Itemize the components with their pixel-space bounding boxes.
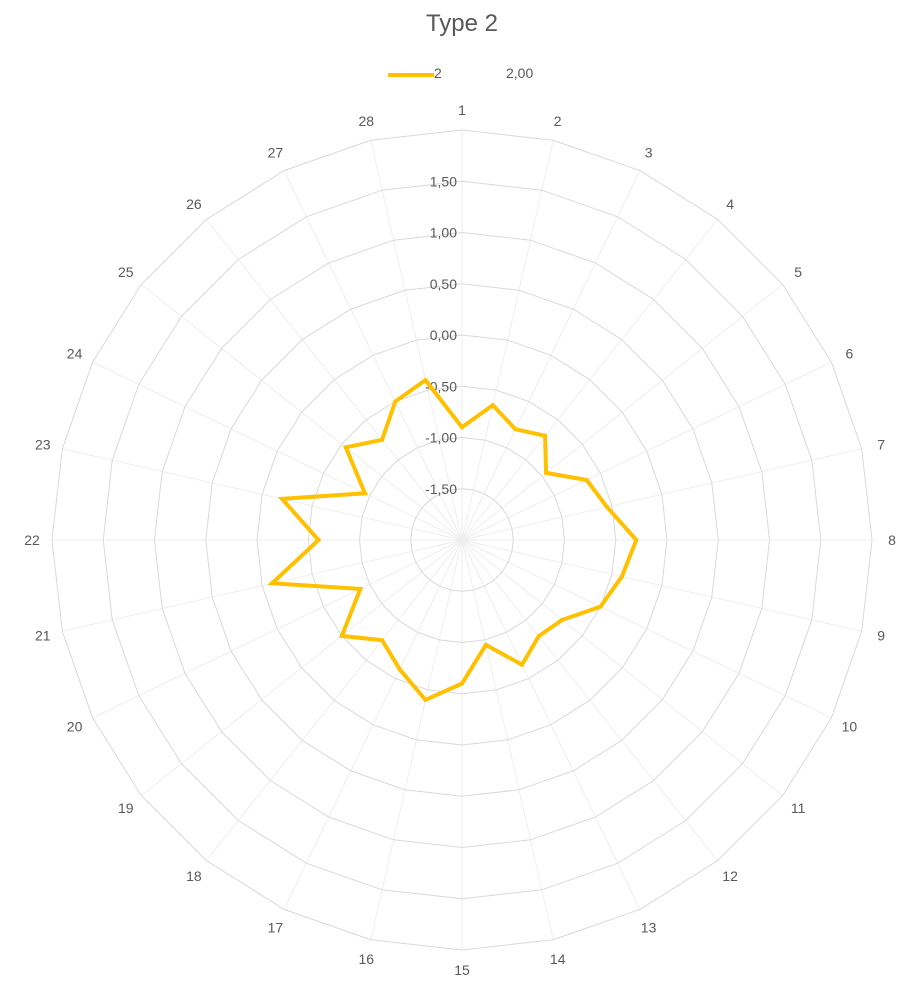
category-label: 16 — [359, 951, 375, 967]
category-label: 12 — [722, 868, 738, 884]
grid-ring — [410, 488, 514, 592]
category-label: 1 — [458, 102, 466, 118]
grid-ring — [205, 283, 719, 797]
category-label: 27 — [268, 145, 284, 161]
category-label: 17 — [268, 919, 284, 935]
category-label: 21 — [35, 628, 51, 644]
data-point — [634, 538, 639, 542]
category-label: 15 — [454, 962, 470, 978]
data-point — [490, 403, 495, 408]
category-label: 5 — [794, 264, 802, 280]
category-label: 7 — [877, 436, 885, 452]
category-label: 20 — [67, 719, 83, 735]
data-point — [460, 681, 464, 686]
data-point — [520, 662, 524, 667]
grid-ring — [153, 231, 771, 849]
r-tick-label: 0,00 — [430, 327, 457, 343]
r-tick-label: -1,00 — [425, 430, 457, 446]
category-label: 25 — [118, 264, 134, 280]
category-label: 6 — [846, 345, 854, 361]
data-point — [397, 667, 402, 672]
data-point — [536, 634, 541, 639]
category-label: 26 — [186, 196, 202, 212]
category-label: 24 — [67, 345, 83, 361]
category-label: 23 — [35, 436, 51, 452]
category-label: 10 — [842, 719, 858, 735]
data-point — [343, 445, 348, 450]
grid-ring — [256, 334, 668, 746]
legend-series-label: 2 — [434, 65, 442, 81]
category-label: 22 — [24, 532, 40, 548]
category-label: 9 — [877, 628, 885, 644]
data-point — [358, 586, 363, 591]
category-label: 14 — [550, 951, 566, 967]
category-label: 4 — [726, 196, 734, 212]
r-tick-label: 0,50 — [430, 276, 457, 292]
category-label: 28 — [359, 113, 375, 129]
data-point — [423, 697, 428, 702]
data-point — [380, 638, 385, 643]
legend-swatch — [388, 73, 434, 77]
data-point — [513, 427, 518, 432]
r-tick-label: 1,00 — [430, 225, 457, 241]
category-label: 11 — [791, 800, 806, 816]
data-point — [280, 496, 285, 501]
data-point — [270, 581, 275, 586]
category-label: 8 — [888, 532, 896, 548]
category-label: 18 — [186, 868, 202, 884]
grid-ring — [102, 180, 822, 900]
category-label: 19 — [118, 800, 134, 816]
data-point — [584, 478, 589, 482]
grid-ring — [307, 385, 617, 695]
data-point — [560, 617, 565, 622]
data-point — [363, 491, 367, 496]
data-point — [460, 425, 464, 430]
data-point — [543, 433, 548, 438]
r-tick-label: 1,50 — [430, 173, 457, 189]
grid-ring — [51, 129, 873, 951]
chart-title: Type 2 — [425, 10, 499, 37]
data-point — [393, 399, 398, 404]
data-point — [316, 538, 321, 542]
data-point — [544, 470, 549, 475]
data-point — [339, 633, 344, 638]
data-point — [483, 642, 488, 647]
r-tick-label: -1,50 — [425, 481, 457, 497]
category-label: 3 — [645, 145, 653, 161]
category-label: 13 — [641, 919, 657, 935]
grid-ring — [358, 436, 566, 644]
data-point — [619, 574, 624, 579]
data-point — [423, 378, 428, 383]
data-point — [380, 437, 385, 442]
legend-extra-label: 2,00 — [506, 65, 534, 81]
data-point — [598, 604, 603, 609]
category-label: 2 — [554, 113, 562, 129]
data-point — [604, 504, 609, 509]
